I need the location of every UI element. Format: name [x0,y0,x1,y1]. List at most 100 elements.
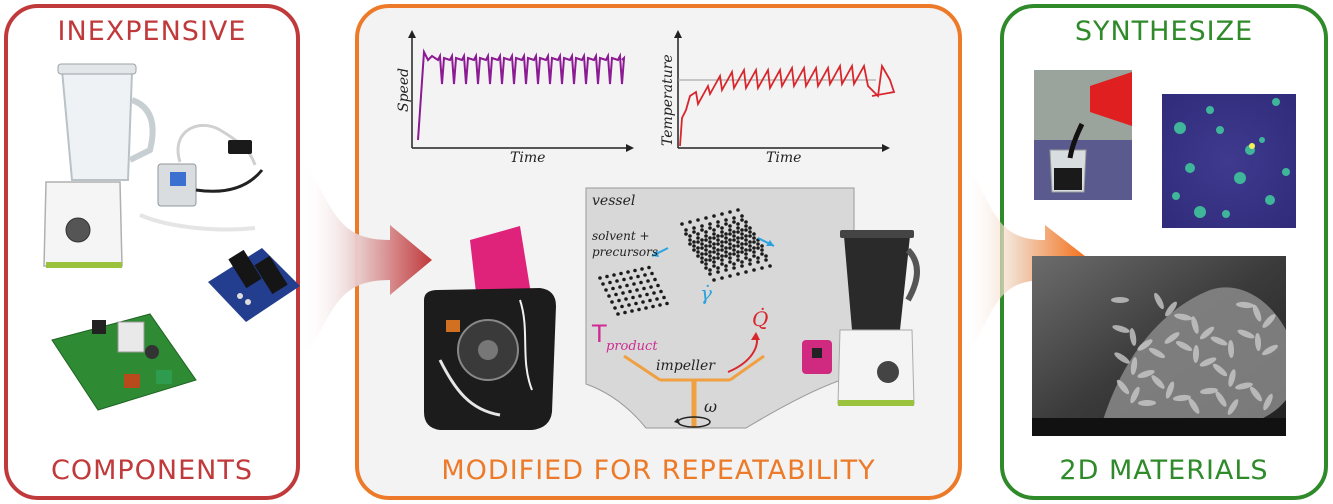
sheet-atom [712,246,716,250]
sheet-atom [708,272,712,276]
precursor-dot [635,288,639,292]
sem-flake [1173,394,1191,402]
sheet-atom [728,246,732,250]
precursor-dot [646,279,650,283]
precursor-dot [639,280,643,285]
sheet-atom [752,246,756,250]
sheet-atom [728,228,732,232]
sheet-atom [684,232,688,236]
sheet-atom [688,242,692,246]
sheet-atom [724,264,728,268]
precursor-dot [621,291,625,295]
sheet-atom [708,258,712,262]
sheet-atom [704,238,708,242]
sem-flake [1212,363,1228,377]
sheet-atom [716,224,720,228]
sheet-atom [704,252,708,256]
sheet-atom [748,248,752,252]
sem-flake [1165,381,1175,399]
sheet-atom [744,228,748,232]
sheet-atom [748,234,752,238]
sheet-atom [696,240,700,244]
sheet-atom [692,240,696,244]
speed-y-label: Speed [396,68,412,112]
sheet-atom [748,240,752,244]
sheet-atom [732,238,736,242]
omega-symbol: ω [704,397,717,416]
components-heading: COMPONENTS [50,455,254,486]
temperature-trace [679,63,896,147]
sheet-atom [720,226,724,230]
sheet-atom [728,242,732,246]
sem-flake [1137,339,1153,351]
sheet-atom [716,238,720,242]
sheet-atom [704,234,708,238]
sheet-atom [696,250,700,254]
sheet-atom [728,256,732,260]
sheet-atom [736,236,740,240]
modified-blender-base-illustration [424,226,556,430]
precursor-dot [624,297,628,301]
sensor-module-illustration [139,124,264,232]
sheet-atom [716,248,720,252]
sheet-atom [712,256,716,260]
sem-flake [1227,399,1239,415]
sheet-atom [732,220,736,224]
sheet-atom [696,236,700,240]
afm-particle [1222,210,1230,218]
sheet-atom [724,236,728,240]
sem-flake [1227,340,1235,358]
sheet-atom [680,222,684,226]
precursor-dot [622,277,626,282]
precursor-dot [648,298,652,303]
sheet-atom [700,252,704,256]
sheet-atom [724,254,728,258]
sem-flake [1188,398,1200,414]
sheet-atom [744,234,748,238]
vessel-schematic [585,187,855,429]
sheet-atom [744,242,748,246]
precursor-dot [659,289,663,294]
sem-flake [1151,375,1165,389]
precursor-dot [638,294,642,298]
sem-flake [1249,386,1263,402]
sheet-atom [744,270,748,274]
afm-particle [1265,195,1275,205]
precursor-dot [612,273,616,277]
afm-particle [1172,192,1180,200]
sheet-atom [716,266,720,270]
afm-particle [1216,126,1224,134]
sheet-atom [692,248,696,252]
precursor-dot [617,298,621,303]
precursor-dot [613,306,617,310]
precursor-dot [614,292,618,297]
sheet-atom [720,248,724,252]
sheet-atom [752,236,756,240]
sheet-atom [724,250,728,254]
sem-flake [1235,382,1253,390]
heat-symbol: Q̇ [752,307,768,331]
sheet-atom [700,228,704,232]
sem-flake [1262,314,1276,328]
precursor-dot [658,303,662,307]
sheet-atom [720,258,724,262]
sheet-atom [700,246,704,250]
sheet-atom [732,230,736,234]
sem-flake [1175,341,1193,351]
sheet-atom [740,260,744,264]
sheet-atom [696,218,700,222]
sheet-atom [732,216,736,220]
sheet-atom [736,250,740,254]
sem-flake [1199,326,1215,340]
precursor-dot [623,310,627,315]
sheet-atom [716,234,720,238]
sem-flake [1236,301,1254,309]
sheet-atom [740,228,744,232]
sheet-atom [720,276,724,280]
sheet-atom [684,228,688,232]
sheet-atom [768,264,772,268]
precursor-dot [620,304,624,309]
sem-flake [1199,357,1217,367]
sem-flake [1164,332,1180,344]
sheet-atom [760,252,764,256]
